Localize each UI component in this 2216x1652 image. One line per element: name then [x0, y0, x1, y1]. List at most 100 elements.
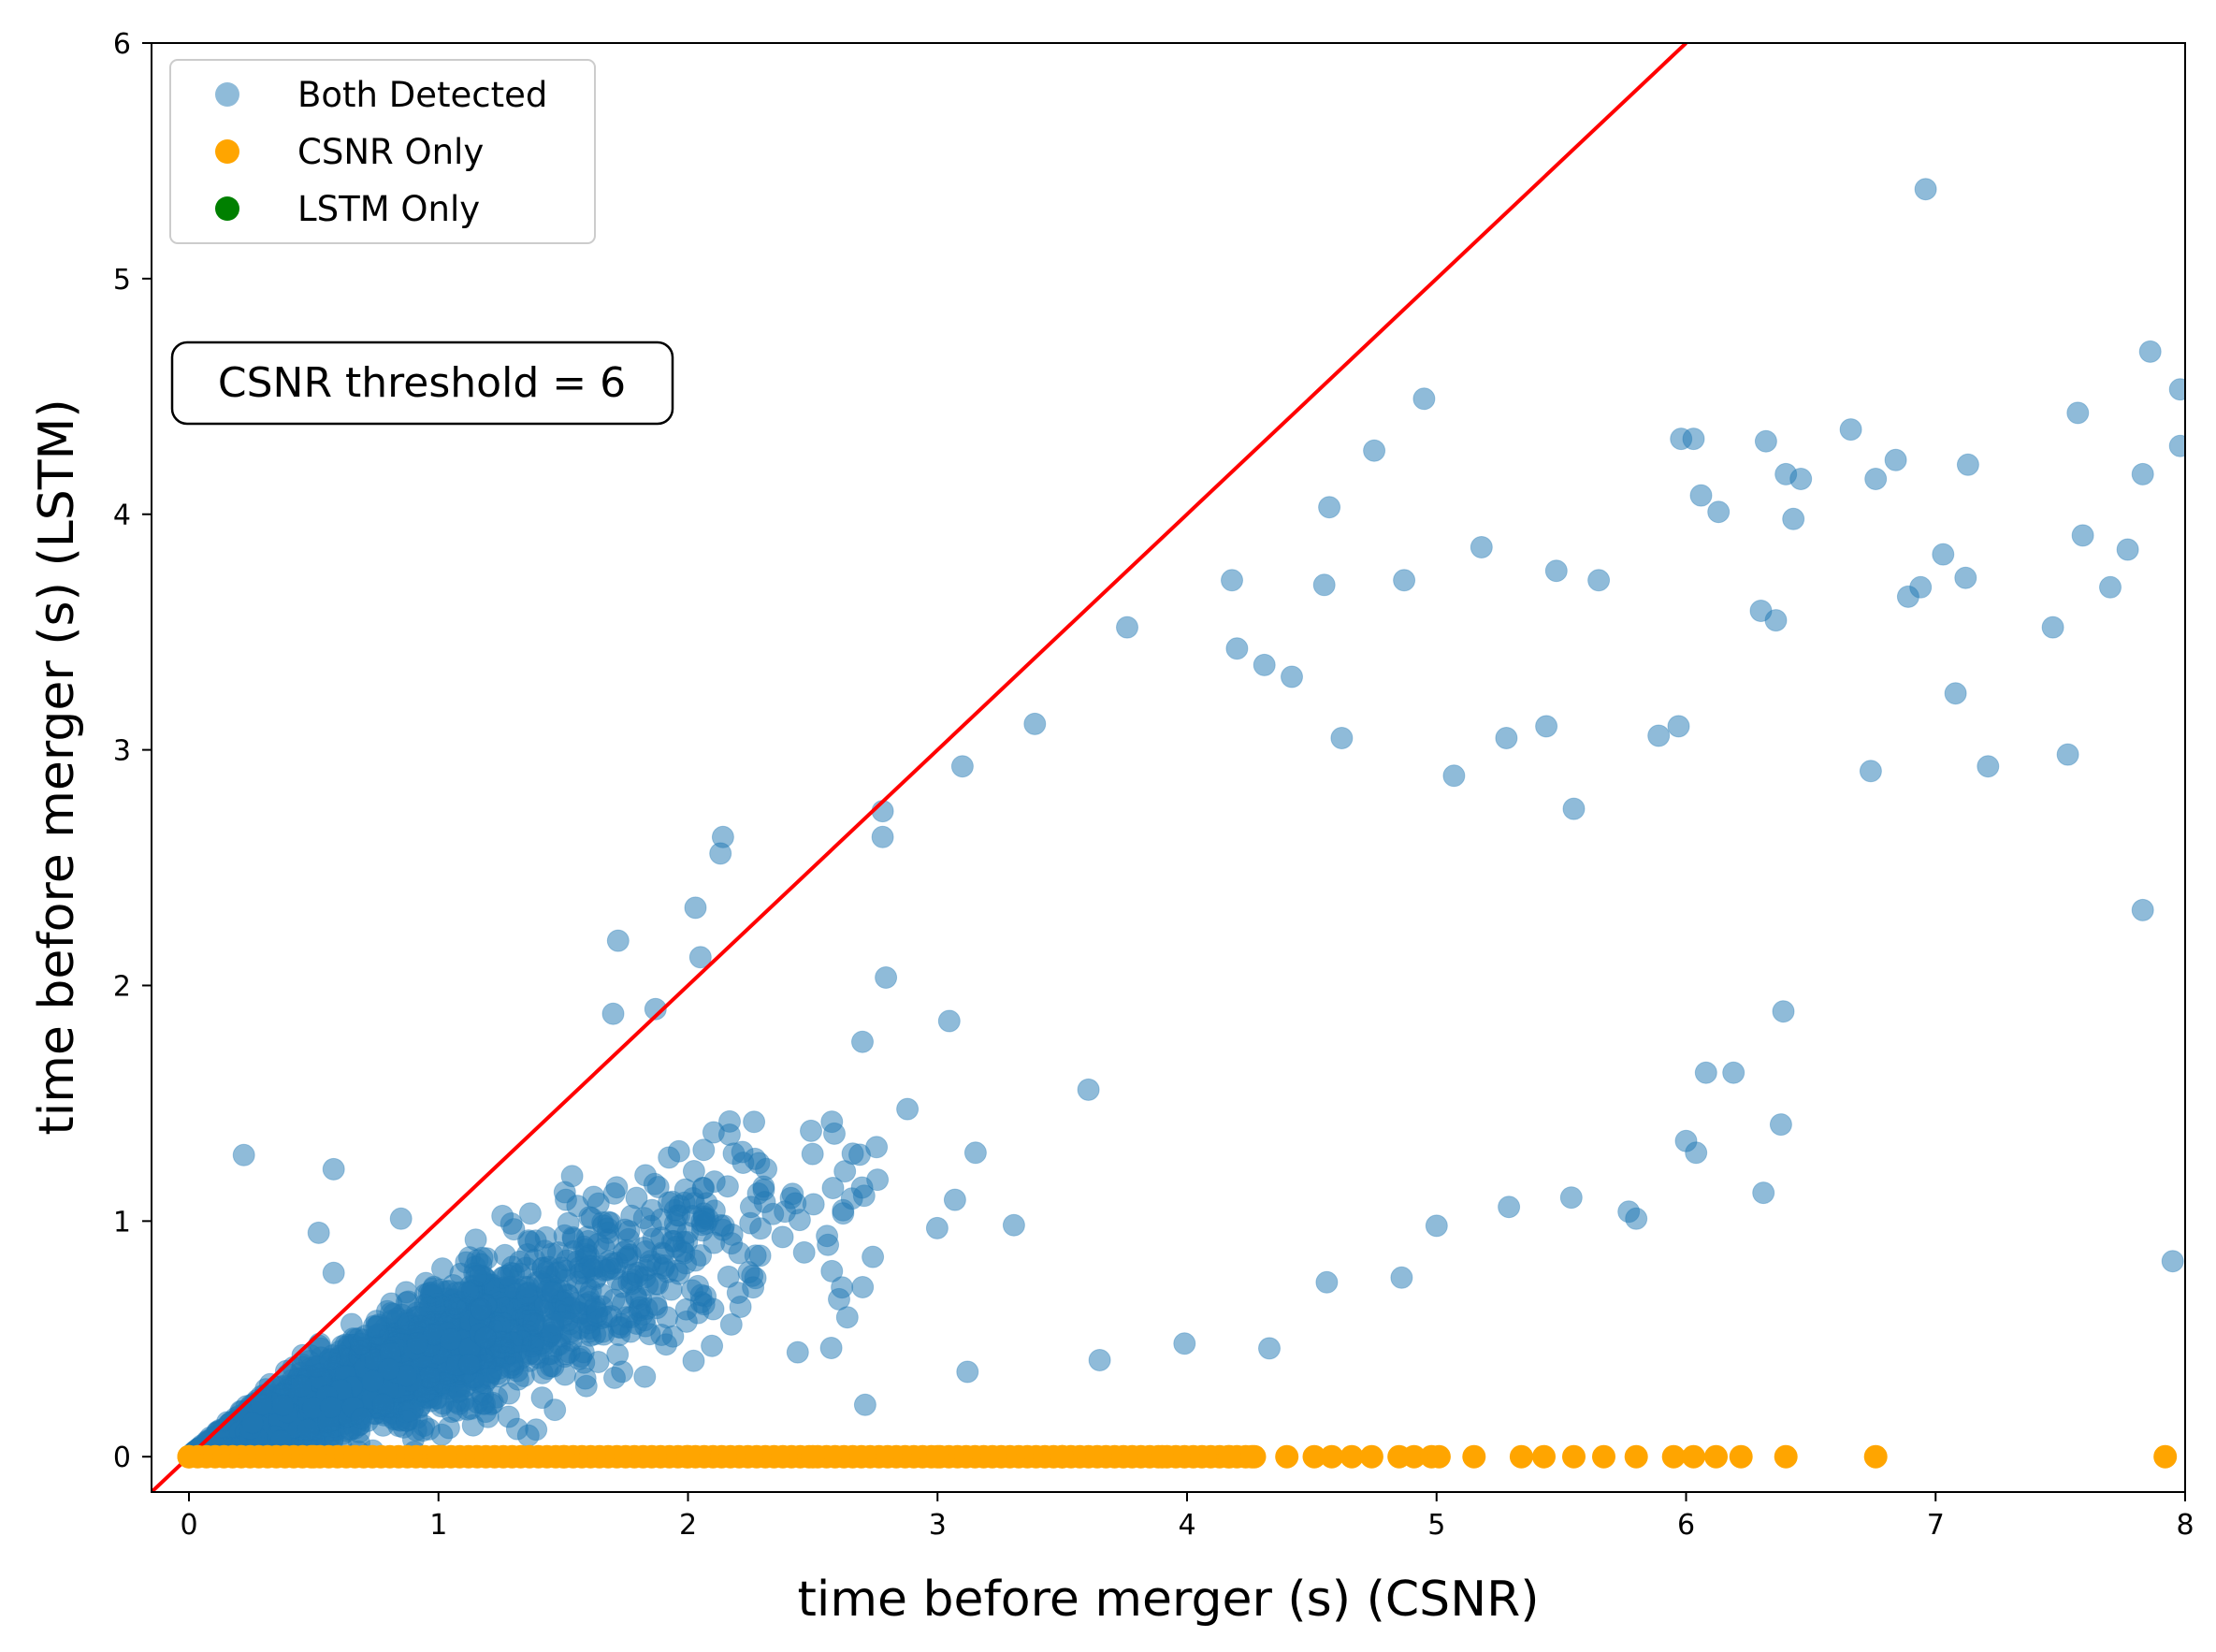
- both-detected-point: [586, 1301, 609, 1325]
- both-detected-point: [2138, 340, 2162, 363]
- x-tick-label: 6: [1677, 1509, 1695, 1542]
- both-detected-point: [318, 1348, 341, 1370]
- both-detected-point: [682, 1160, 705, 1182]
- legend-label-lstm-only: LSTM Only: [297, 189, 480, 229]
- both-detected-point: [1281, 665, 1303, 688]
- csnr-only-point: [1275, 1444, 1299, 1469]
- both-detected-point: [1330, 727, 1354, 749]
- both-detected-point: [819, 1337, 843, 1359]
- both-detected-point: [1498, 1196, 1521, 1219]
- both-detected-point: [821, 1177, 845, 1199]
- both-detected-point: [1390, 1266, 1413, 1289]
- csnr-only-point: [1402, 1444, 1427, 1469]
- both-detected-point: [365, 1315, 388, 1339]
- both-detected-point: [646, 1272, 670, 1296]
- both-detected-point: [963, 1141, 987, 1165]
- x-tick-label: 4: [1178, 1509, 1195, 1542]
- x-tick-label: 8: [2176, 1509, 2194, 1542]
- both-detected-point: [620, 1272, 644, 1296]
- both-detected-point: [1173, 1332, 1196, 1355]
- both-detected-point: [1318, 496, 1341, 519]
- y-tick-label: 0: [113, 1442, 131, 1474]
- both-detected-point: [820, 1259, 844, 1282]
- x-axis-label: time before merger (s) (CSNR): [797, 1572, 1539, 1628]
- both-detected-point: [661, 1325, 685, 1348]
- both-detected-point: [1749, 600, 1773, 622]
- both-detected-point: [371, 1393, 395, 1416]
- both-detected-point: [612, 1240, 635, 1264]
- both-detected-point: [1914, 178, 1937, 201]
- both-detected-point: [481, 1391, 504, 1414]
- both-detected-point: [632, 1236, 656, 1259]
- both-detected-point: [722, 1142, 746, 1166]
- csnr-only-point: [925, 1444, 949, 1469]
- both-detected-point: [1442, 764, 1466, 788]
- both-detected-point: [862, 1245, 885, 1268]
- both-detected-point: [464, 1228, 487, 1252]
- both-detected-point: [349, 1332, 372, 1355]
- csnr-only-point: [1774, 1444, 1798, 1469]
- both-detected-point: [1495, 727, 1518, 749]
- both-detected-point: [1002, 1213, 1025, 1237]
- both-detected-point: [456, 1398, 479, 1421]
- both-detected-point: [456, 1281, 480, 1304]
- both-detected-point: [553, 1345, 576, 1369]
- csnr-only-point: [1359, 1444, 1383, 1469]
- both-detected-point: [643, 1172, 666, 1196]
- y-tick-label: 1: [113, 1206, 131, 1239]
- csnr-only-point: [1217, 1444, 1241, 1469]
- both-detected-point: [801, 1142, 824, 1166]
- x-tick-label: 1: [429, 1509, 447, 1542]
- both-detected-point: [660, 1190, 684, 1213]
- x-tick-label: 0: [180, 1509, 197, 1542]
- both-detected-point: [1685, 1141, 1708, 1165]
- both-detected-point: [557, 1211, 580, 1235]
- legend-frame: [169, 59, 596, 244]
- both-detected-point: [1312, 573, 1336, 597]
- both-detected-point: [1562, 797, 1586, 820]
- both-detected-point: [667, 1139, 690, 1163]
- both-detected-point: [413, 1306, 436, 1329]
- both-detected-point: [430, 1423, 454, 1446]
- both-detected-point: [1221, 569, 1243, 592]
- both-detected-point: [1789, 468, 1813, 490]
- both-detected-point: [605, 1176, 629, 1199]
- both-detected-point: [603, 1366, 626, 1389]
- both-detected-point: [2099, 575, 2122, 599]
- both-detected-point: [1077, 1078, 1100, 1101]
- both-detected-point: [290, 1374, 313, 1398]
- csnr-only-point: [676, 1444, 700, 1469]
- both-detected-point: [2056, 743, 2079, 766]
- both-detected-point: [820, 1110, 844, 1134]
- both-detected-point: [1544, 559, 1568, 583]
- both-detected-point: [716, 1175, 739, 1198]
- both-detected-point: [558, 1297, 581, 1320]
- both-detected-point: [744, 1244, 767, 1268]
- legend-marker-csnr-only: [215, 139, 239, 164]
- both-detected-point: [1667, 715, 1690, 738]
- both-detected-point: [2041, 616, 2064, 639]
- csnr-only-point: [1562, 1444, 1586, 1469]
- csnr-only-point: [301, 1444, 326, 1469]
- both-detected-point: [377, 1357, 400, 1381]
- both-detected-point: [2116, 538, 2139, 561]
- both-detected-point: [1647, 724, 1671, 747]
- both-detected-point: [1772, 1000, 1795, 1023]
- both-detected-point: [389, 1207, 413, 1230]
- both-detected-point: [835, 1306, 859, 1329]
- both-detected-point: [398, 1399, 421, 1423]
- both-detected-point: [1559, 1186, 1583, 1210]
- both-detected-point: [500, 1212, 523, 1235]
- both-detected-point: [831, 1276, 854, 1299]
- annotation-text: CSNR threshold = 6: [218, 359, 626, 407]
- both-detected-point: [755, 1157, 778, 1181]
- both-detected-point: [1393, 569, 1416, 592]
- both-detected-point: [1470, 536, 1493, 558]
- both-detected-point: [406, 1331, 429, 1355]
- both-detected-point: [2071, 524, 2094, 547]
- both-detected-point: [1884, 448, 1907, 471]
- both-detected-point: [1859, 760, 1882, 783]
- both-detected-point: [644, 997, 667, 1021]
- y-tick-label: 5: [113, 264, 131, 297]
